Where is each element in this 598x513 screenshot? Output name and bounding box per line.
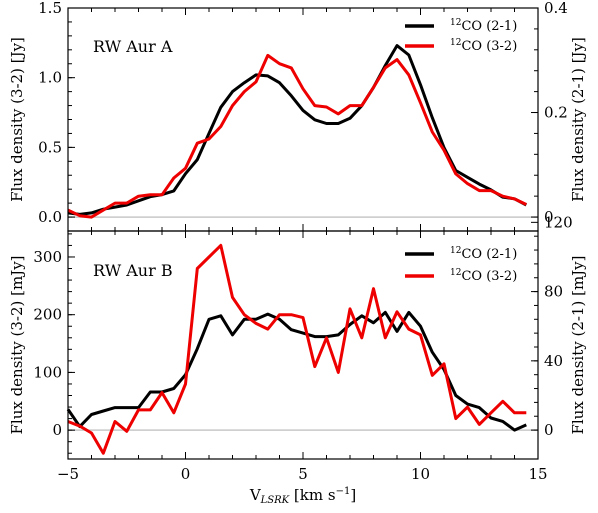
legend-entry: 12CO (2-1) <box>450 246 517 262</box>
y-tick-label-left: 0.0 <box>38 208 62 226</box>
y-tick-label-left: 1.0 <box>38 69 62 87</box>
legend-entry: 12CO (2-1) <box>450 18 517 34</box>
x-tick-label: 10 <box>411 465 430 483</box>
y-tick-label-right: 0 <box>544 421 554 439</box>
panel-rw-aur-a: 0.0 0.5 1.0 1.5 0 0.2 0.4 Flux density (3-2) [J… <box>8 0 587 232</box>
y-tick-label-left: 200 <box>33 306 62 324</box>
y-tick-label-right: 0.2 <box>544 104 568 122</box>
y-tick-label-right: 120 <box>544 213 573 231</box>
y-axis-label-left: Flux density (3-2) [mJy] <box>8 255 26 434</box>
legend-entry: 12CO (3-2) <box>450 268 517 284</box>
y-tick-label-left: 1.5 <box>38 0 62 17</box>
panel-label: RW Aur A <box>93 37 173 56</box>
x-tick-label: −5 <box>57 465 79 483</box>
y-tick-label-left: 0.5 <box>38 138 62 156</box>
y-axis-label-right: Flux density (2-1) [mJy] <box>569 255 587 434</box>
y-tick-label-left: 100 <box>33 363 62 381</box>
y-axis-label-left: Flux density (3-2) [Jy] <box>8 37 26 202</box>
series-line-co32 <box>67 53 527 219</box>
x-tick-label: 5 <box>298 465 308 483</box>
panel-label: RW Aur B <box>93 261 173 280</box>
panel-rw-aur-b: −5 0 5 10 15 0 100 200 300 0 40 80 120 Flux density (… <box>8 213 587 483</box>
x-axis-label: VLSRK [km s−1] <box>249 486 356 506</box>
legend-entry: 12CO (3-2) <box>450 38 517 54</box>
x-tick-label: 15 <box>528 465 547 483</box>
y-tick-label-right: 80 <box>544 283 563 301</box>
y-tick-label-right: 40 <box>544 352 563 370</box>
y-tick-label-right: 0 <box>544 208 554 226</box>
y-axis-label-right: Flux density (2-1) [Jy] <box>569 37 587 202</box>
y-tick-label-left: 300 <box>33 248 62 266</box>
series-line-co32 <box>67 243 527 455</box>
x-axis-label-text: VLSRK [km s−1] <box>249 486 356 506</box>
y-tick-label-left: 0 <box>52 421 62 439</box>
y-tick-label-right: 0.4 <box>544 0 568 17</box>
x-tick-label: 0 <box>181 465 191 483</box>
series-line-co21 <box>66 310 527 432</box>
series-line-co21 <box>67 44 527 216</box>
